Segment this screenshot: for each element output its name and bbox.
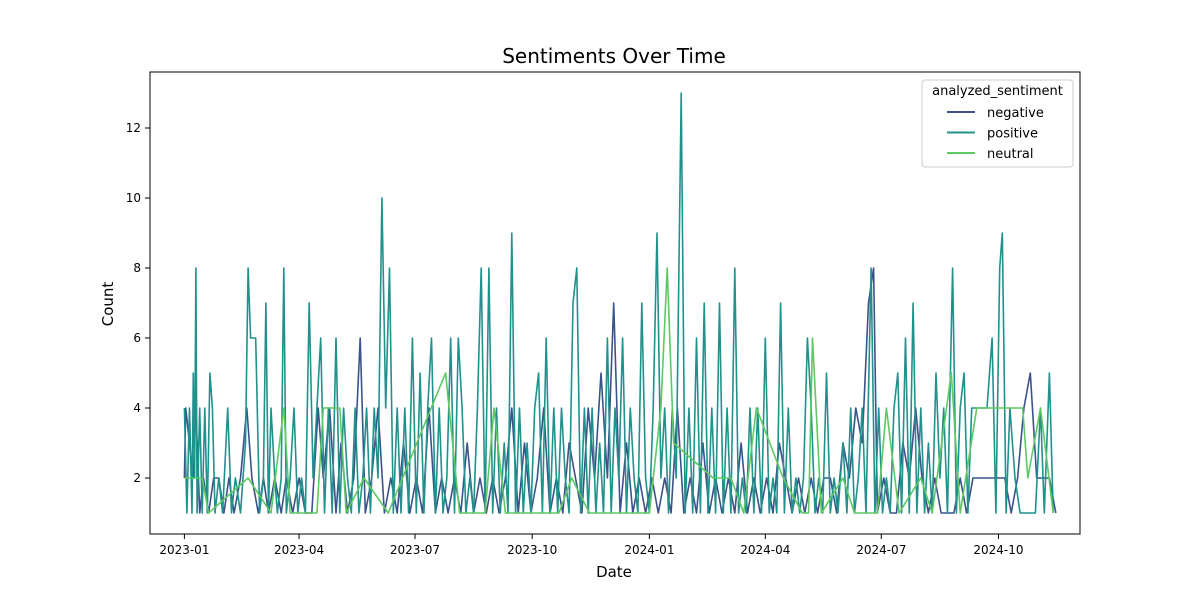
x-tick-label: 2023-10 <box>507 543 557 557</box>
y-tick-label: 4 <box>133 401 141 415</box>
plot-frame <box>149 71 1081 535</box>
x-tick-label: 2023-04 <box>274 543 324 557</box>
y-tick-label: 12 <box>126 121 141 135</box>
legend: analyzed_sentiment negative positive neutra… <box>921 79 1074 168</box>
y-tick-label: 10 <box>126 191 141 205</box>
legend-label-positive: positive <box>987 127 1038 142</box>
x-tick-label: 2023-07 <box>390 543 440 557</box>
legend-box <box>921 79 1074 168</box>
chart-title: Sentiments Over Time <box>502 44 726 68</box>
x-tick-label: 2024-10 <box>973 543 1023 557</box>
legend-title: analyzed_sentiment <box>932 84 1063 99</box>
series-lines <box>183 92 1057 514</box>
y-axis-title: Count <box>99 282 117 327</box>
x-tick-label: 2024-04 <box>740 543 790 557</box>
y-tick-label: 2 <box>133 471 141 485</box>
y-tick-label: 6 <box>133 331 141 345</box>
axes: 2023-01 2023-04 2023-07 2023-10 2024-01 2024-… <box>126 71 1081 557</box>
y-tick-label: 8 <box>133 261 141 275</box>
x-tick-label: 2024-07 <box>856 543 906 557</box>
x-tick-label: 2023-01 <box>159 543 209 557</box>
legend-label-neutral: neutral <box>987 147 1034 162</box>
series-line-neutral <box>184 267 1054 514</box>
x-axis-title: Date <box>596 563 632 581</box>
x-tick-label: 2024-01 <box>624 543 674 557</box>
legend-label-negative: negative <box>987 106 1044 121</box>
